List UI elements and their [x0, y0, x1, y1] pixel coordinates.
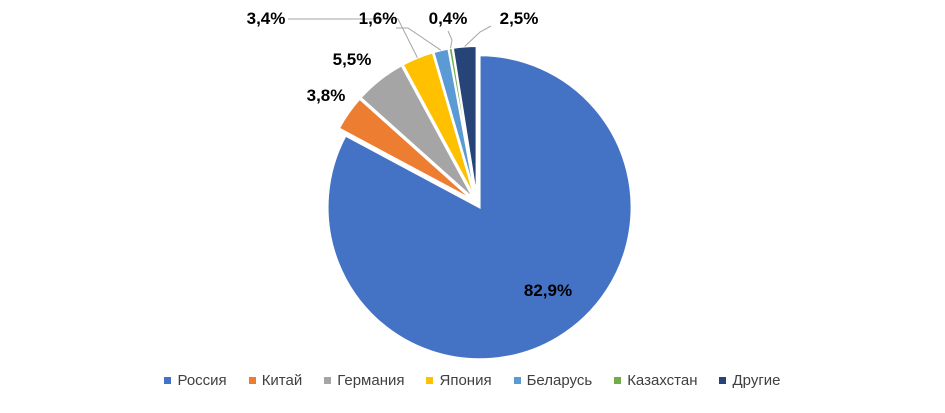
leader-line-6 — [464, 25, 492, 47]
legend-label: Беларусь — [526, 372, 593, 389]
leader-line-3 — [288, 18, 418, 58]
legend-item-6: Другие — [719, 372, 781, 389]
pie-slice-1 — [337, 97, 474, 202]
data-label-5: 0,4% — [429, 9, 468, 28]
legend-item-2: Германия — [324, 372, 404, 389]
pie-slice-0 — [326, 54, 633, 361]
data-label-2: 5,5% — [333, 50, 372, 69]
legend-label: Казахстан — [627, 372, 698, 389]
legend-item-3: Япония — [426, 372, 492, 389]
data-label-1: 3,8% — [307, 86, 346, 105]
legend-swatch — [324, 377, 332, 384]
data-labels-layer: 82,9% 3,8% 5,5% 3,4% 1,6% 0,4% 2,5% — [247, 9, 572, 300]
legend-label: Россия — [177, 372, 227, 389]
legend-item-5: Казахстан — [614, 372, 697, 389]
legend-label: Другие — [732, 372, 781, 389]
data-label-6: 2,5% — [500, 9, 539, 28]
leader-line-5 — [447, 30, 453, 49]
legend-swatch — [513, 377, 521, 384]
legend-swatch — [426, 377, 434, 384]
legend-label: Германия — [337, 372, 405, 389]
leader-lines-layer — [288, 18, 492, 58]
legend-label: Япония — [439, 372, 492, 389]
chart-legend: Россия Китай Германия Япония Беларусь Казахст… — [0, 372, 945, 389]
legend-swatch — [719, 377, 727, 384]
legend-swatch — [614, 377, 622, 384]
legend-item-0: Россия — [164, 372, 227, 389]
slices-layer — [326, 45, 633, 361]
legend-label: Китай — [261, 372, 303, 389]
data-label-4: 1,6% — [359, 9, 398, 28]
legend-swatch — [164, 377, 172, 384]
legend-item-4: Беларусь — [513, 372, 593, 389]
data-label-3: 3,4% — [247, 9, 286, 28]
leader-line-4 — [396, 27, 442, 51]
pie-slice-2 — [359, 64, 475, 200]
data-label-0: 82,9% — [524, 281, 572, 300]
legend-item-1: Китай — [248, 372, 303, 389]
legend-swatch — [248, 377, 256, 384]
